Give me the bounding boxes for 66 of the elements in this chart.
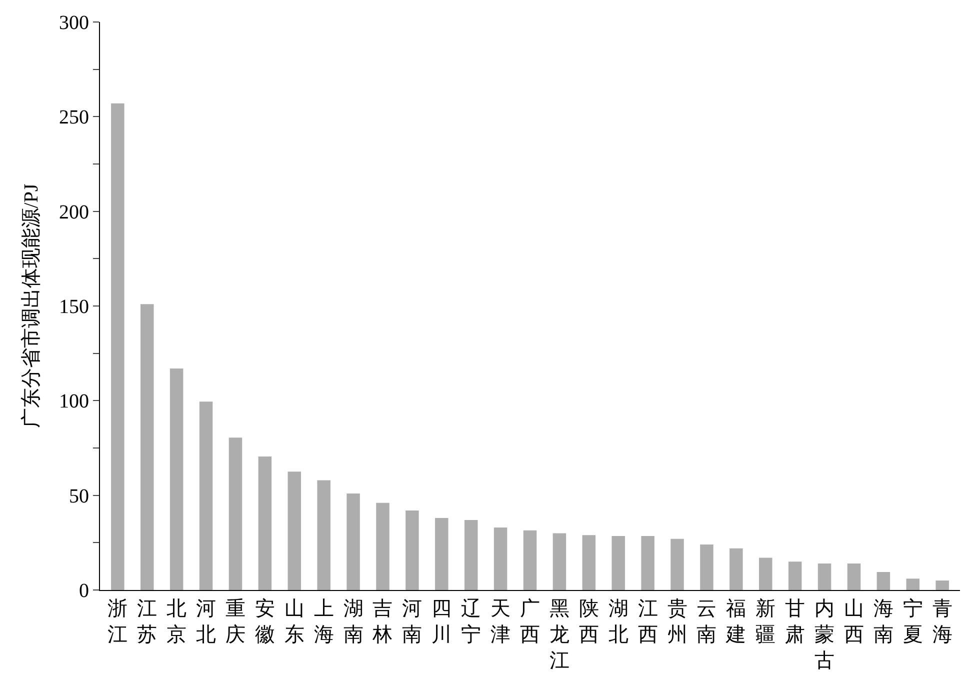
bar <box>730 548 743 590</box>
x-tick-label: 湖南 <box>343 598 364 646</box>
bar <box>199 402 213 590</box>
x-tick-label: 河北 <box>196 598 216 646</box>
x-tick-label: 河南 <box>402 598 422 646</box>
x-tick-label: 新疆 <box>756 598 776 646</box>
bar <box>906 578 920 590</box>
x-tick-label: 天津 <box>490 598 511 646</box>
x-tick-label: 安徽 <box>254 598 275 646</box>
x-tick-label: 青海 <box>932 598 952 646</box>
bar <box>317 480 330 590</box>
bar <box>670 538 684 590</box>
y-tick-label: 50 <box>69 485 89 508</box>
bar <box>700 544 714 590</box>
y-tick-label: 250 <box>59 106 89 129</box>
bar <box>258 456 272 590</box>
bar <box>464 520 478 590</box>
x-tick-label: 重庆 <box>225 598 246 646</box>
y-tick-label: 200 <box>59 201 89 224</box>
x-tick-label: 辽宁 <box>461 598 482 646</box>
bar <box>847 563 861 590</box>
x-tick-label: 福建 <box>725 598 746 646</box>
x-tick-label: 甘肃 <box>785 598 806 646</box>
x-tick-label: 江西 <box>638 598 658 646</box>
y-tick-label: 300 <box>59 12 89 34</box>
bar <box>612 536 625 590</box>
x-tick-label: 黑龙江 <box>549 598 570 672</box>
bar <box>494 528 508 590</box>
x-tick-label: 湖北 <box>608 598 628 646</box>
x-tick-label: 上海 <box>314 598 334 646</box>
y-axis-title: 广东分省市调出体现能源/PJ <box>20 184 42 428</box>
x-tick-label: 吉林 <box>372 598 393 646</box>
bar <box>346 493 360 590</box>
x-tick-label: 云南 <box>696 598 717 646</box>
bar <box>523 530 537 590</box>
bar <box>228 438 242 590</box>
x-tick-label: 陕西 <box>578 598 599 646</box>
x-tick-label: 山东 <box>284 598 304 646</box>
bar <box>111 103 124 590</box>
bar <box>552 533 566 590</box>
x-tick-label: 宁夏 <box>902 598 923 646</box>
x-tick-label: 浙江 <box>108 598 128 646</box>
bar <box>876 572 890 590</box>
bar <box>376 502 390 590</box>
bar <box>170 368 184 590</box>
bar <box>818 563 832 590</box>
bar <box>435 518 448 590</box>
x-tick-label: 海南 <box>873 598 894 646</box>
bar <box>758 558 772 590</box>
x-tick-label: 江苏 <box>137 598 158 646</box>
x-tick-label: 四川 <box>432 598 452 646</box>
bar <box>288 472 302 590</box>
x-tick-label: 广西 <box>520 598 540 646</box>
x-tick-label: 山西 <box>844 598 864 646</box>
bar <box>641 536 654 590</box>
y-tick-label: 150 <box>59 296 89 318</box>
x-tick-label: 北京 <box>166 598 187 646</box>
bar <box>140 304 154 590</box>
bar <box>582 535 596 590</box>
bar <box>788 562 802 590</box>
x-tick-label: 内蒙古 <box>814 598 835 672</box>
y-tick-label: 100 <box>59 390 89 413</box>
bar <box>406 510 419 590</box>
y-tick-label: 0 <box>79 580 89 602</box>
bar <box>936 580 949 590</box>
x-tick-label: 贵州 <box>667 598 688 646</box>
